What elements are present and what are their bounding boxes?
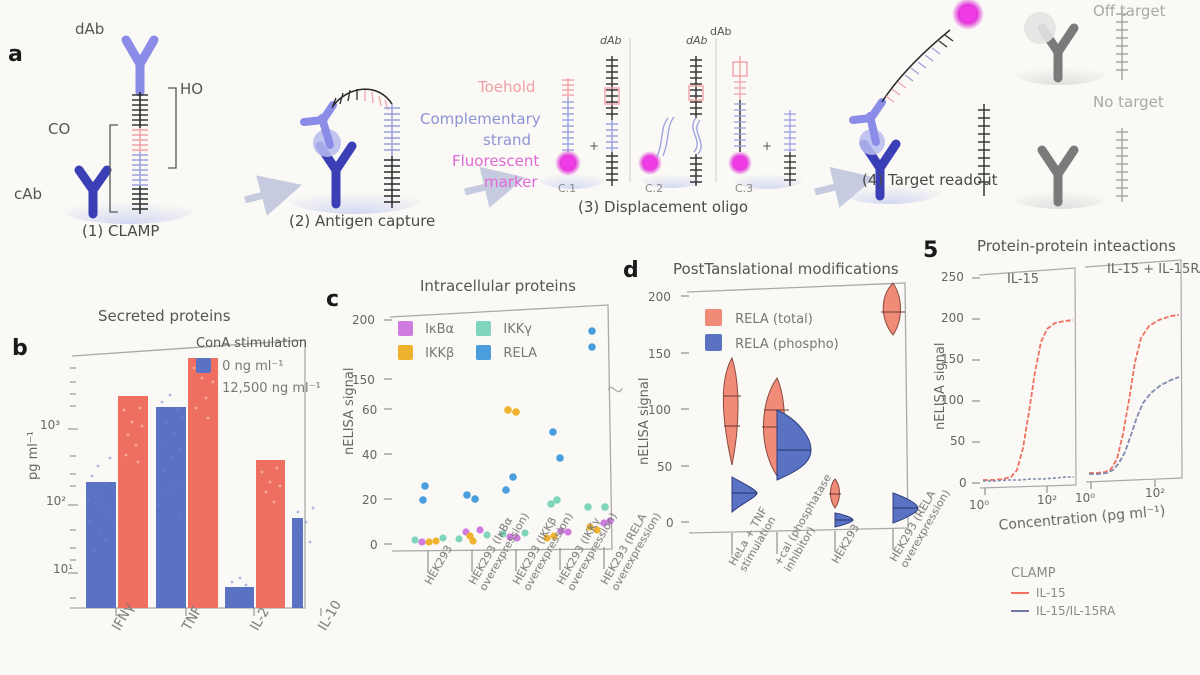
panel-b-title: Secreted proteins [98,307,231,325]
panel-e-legend-label-0: IL-15 [1036,586,1066,600]
panel-e-ytick-0: 0 [959,476,967,490]
panel-e-legend: CLAMP IL-15 IL-15/IL-15RA [1011,566,1115,618]
panel-e-ytick-50: 50 [950,434,966,448]
panel-b-legend-swatch-0 [196,358,211,373]
panel-b-legend-label-0: 0 ng ml⁻¹ [222,359,284,374]
panel-c-legend-label-1: IKKβ [425,346,455,361]
panel-e-ytick-100: 100 [941,393,964,407]
step-1-label: (1) CLAMP [82,222,160,240]
panel-a-letter: a [8,42,23,67]
label-fluorescent: Fluorescent [452,152,540,170]
panel-e-plot [972,259,1183,495]
panel-b-legend-swatch-1 [196,380,211,395]
panel-d-ytick-50: 50 [657,460,673,474]
panel-c-legend-swatch-3 [476,345,492,360]
label-off-target: Off target [1093,2,1166,20]
panel-c-ytick-20: 20 [362,493,378,507]
panel-b: b Secreted proteins pg ml⁻¹ 10³ 10² 10¹ [0,290,345,675]
panel-e-subplot-0-title: IL-15 [1007,272,1040,287]
panel-c-ytick-60: 60 [362,403,378,417]
panel-d-legend: RELA (total) RELA (phospho) [705,308,839,352]
label-dab-c1: dAb [600,34,622,47]
panel-e-ytick-200: 200 [941,311,964,325]
panel-c-plot [384,304,623,573]
panel-c-legend-label-0: IκBα [425,322,455,337]
panel-c-letter: c [326,287,340,312]
panel-b-letter: b [12,336,28,361]
step-3-label: (3) Displacement oligo [578,198,749,216]
panel-e: 5 Protein-protein inteactions nELISA sig… [915,230,1200,675]
label-complementary: Complementary [420,110,541,128]
label-cab: cAb [14,185,43,203]
panel-c-legend-swatch-0 [398,321,413,336]
panel-d-legend-label-0: RELA (total) [735,312,813,327]
panel-b-legend-title: ConA stimulation [196,336,308,351]
label-no-target: No target [1093,93,1164,111]
step-2-label: (2) Antigen capture [289,212,436,230]
label-co: CO [48,120,71,138]
panel-c-ytick-40: 40 [362,448,378,462]
label-ho: HO [180,80,204,98]
panel-d: d PostTanslational modifications nELISA … [615,250,953,675]
svg-text:+: + [589,139,599,153]
panel-d-ytick-100: 100 [648,403,671,417]
panel-e-legend-line-1 [1011,610,1029,612]
panel-c-legend-swatch-1 [398,345,413,360]
label-toehold: Toehold [478,78,536,96]
label-c2: C.2 [645,182,664,195]
panel-e-letter: 5 [923,238,939,263]
panel-e-xtick-0-1: 10² [1037,493,1058,507]
panel-c-title: Intracellular proteins [420,277,576,295]
panel-d-legend-swatch-1 [705,334,722,351]
panel-c: c Intracellular proteins nELISA signal 2… [320,255,664,675]
panel-d-legend-label-1: RELA (phospho) [735,337,839,352]
panel-e-xtick-1-1: 10² [1145,486,1166,500]
panel-a-schematic: + [60,0,1128,224]
panel-e-legend-title: CLAMP [1011,566,1056,581]
panel-e-xtick-1-0: 10⁰ [1075,491,1096,505]
label-c1: C.1 [558,182,577,195]
panel-e-ytick-250: 250 [941,270,964,284]
panel-b-legend-label-1: 12,500 ng ml⁻¹ [222,381,321,396]
step-4-label: (4) Target readout [862,171,998,189]
panel-d-ytick-200: 200 [648,290,671,304]
panel-e-subplot-1-title: IL-15 + IL-15RA [1107,262,1200,277]
label-dab-c3: dAb [710,25,732,38]
panel-c-legend-swatch-2 [476,321,492,336]
panel-e-legend-label-1: IL-15/IL-15RA [1036,604,1116,618]
panel-e-xtick-0-0: 10⁰ [969,498,990,512]
panel-d-letter: d [623,258,639,283]
panel-e-title: Protein-protein inteactions [977,237,1176,255]
panel-a: a [0,0,1200,245]
panel-b-ytick-0: 10³ [40,418,61,432]
panel-c-legend-label-3: RELA [503,346,538,361]
panel-b-plot [68,339,322,616]
panel-d-plot [681,282,919,555]
label-strand: strand [483,131,532,149]
label-c3: C.3 [735,182,754,195]
panel-e-ytick-150: 150 [941,352,964,366]
panel-d-legend-swatch-0 [705,309,722,326]
panel-b-ytick-1: 10² [46,494,67,508]
panel-c-ytick-150: 150 [352,373,375,387]
panel-c-ytick-200: 200 [352,313,375,327]
label-dab-c2: dAb [686,34,708,47]
panel-b-legend: ConA stimulation 0 ng ml⁻¹ 12,500 ng ml⁻… [196,336,321,396]
svg-text:+: + [762,139,772,153]
panel-c-legend-label-2: IKKγ [503,322,532,337]
label-dab: dAb [75,20,105,38]
panel-d-ytick-150: 150 [648,347,671,361]
panel-d-ytick-0: 0 [666,516,674,530]
panel-c-legend: IκBα IKKβ IKKγ RELA [398,318,537,361]
label-marker: marker [484,173,538,191]
panel-c-ytick-0: 0 [370,538,378,552]
panel-e-legend-line-0 [1011,592,1029,594]
panel-d-title: PostTanslational modifications [673,260,899,278]
